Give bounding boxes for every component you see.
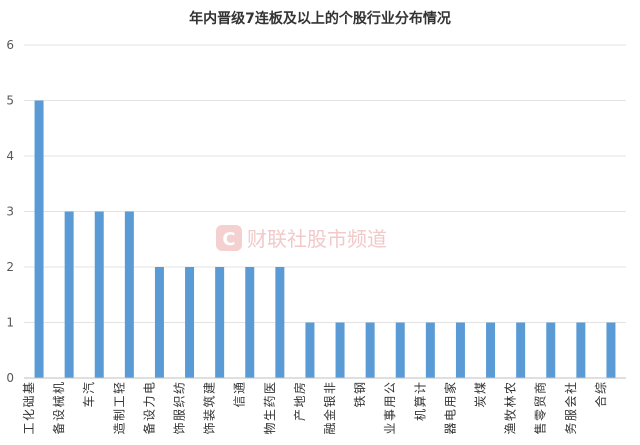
bar	[335, 322, 345, 378]
bar	[215, 267, 225, 378]
x-tick-label: 通信	[233, 382, 247, 408]
x-tick-label: 轻工制造	[112, 382, 126, 435]
watermark-text: 财联社股市频道	[247, 227, 387, 251]
y-tick-label: 6	[6, 38, 14, 52]
bar	[516, 322, 526, 378]
bar	[546, 322, 556, 378]
bar	[606, 322, 616, 378]
bar	[275, 267, 285, 378]
bar	[34, 100, 44, 378]
y-tick-label: 0	[6, 371, 14, 385]
x-tick-label: 钢铁	[353, 382, 367, 408]
bar	[185, 267, 195, 378]
bar	[245, 267, 255, 378]
bar	[154, 267, 164, 378]
x-tick-label: 家用电器	[442, 382, 457, 435]
watermark: C 财联社股市频道	[216, 225, 387, 251]
bar	[365, 322, 375, 378]
bar	[305, 322, 315, 378]
grid-lines	[24, 44, 626, 323]
bar	[486, 322, 496, 378]
watermark-logo-letter: C	[222, 229, 235, 250]
bar	[94, 211, 104, 378]
x-tick-label: 医药生物	[263, 382, 277, 435]
x-tick-label: 建筑装饰	[202, 382, 217, 435]
x-tick-label: 商贸零售	[533, 382, 548, 435]
x-tick-label: 煤炭	[474, 382, 488, 408]
y-axis-ticks: 0 1 2 3 4 5 6	[6, 38, 14, 385]
y-tick-label: 5	[6, 94, 14, 108]
x-tick-label: 纺织服饰	[173, 382, 187, 435]
watermark-logo	[216, 225, 242, 251]
x-tick-label: 电力设备	[142, 382, 156, 435]
x-tick-label: 社会服务	[563, 382, 578, 435]
bar	[64, 211, 74, 378]
x-tick-label: 农林牧渔	[504, 382, 518, 435]
x-tick-label: 房地产	[292, 382, 307, 421]
y-tick-label: 4	[6, 149, 14, 163]
x-tick-label: 机械设备	[51, 382, 66, 435]
bar	[425, 322, 435, 378]
x-tick-label: 非银金融	[322, 382, 337, 435]
bars	[34, 100, 616, 378]
bar	[455, 322, 465, 378]
y-tick-label: 3	[6, 205, 14, 219]
x-tick-label: 综合	[593, 382, 608, 408]
bar	[576, 322, 586, 378]
x-tick-label: 公用事业	[383, 382, 397, 435]
bar	[395, 322, 405, 378]
x-tick-label: 汽车	[81, 382, 96, 408]
chart-title: 年内晋级7连板及以上的个股行业分布情况	[189, 10, 451, 27]
y-tick-label: 1	[6, 316, 14, 330]
y-tick-label: 2	[6, 260, 14, 274]
x-tick-label: 基础化工	[22, 382, 36, 435]
bar	[124, 211, 134, 378]
x-tick-label: 计算机	[412, 382, 427, 421]
